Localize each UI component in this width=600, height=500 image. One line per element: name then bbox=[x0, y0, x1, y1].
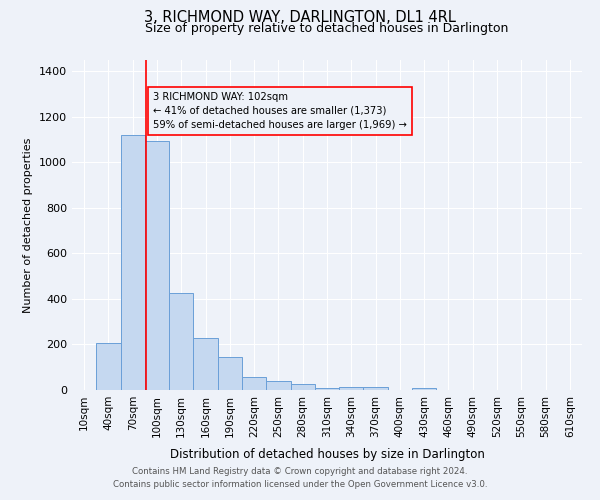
X-axis label: Distribution of detached houses by size in Darlington: Distribution of detached houses by size … bbox=[170, 448, 484, 461]
Bar bbox=[315, 388, 339, 390]
Bar bbox=[266, 382, 290, 390]
Bar bbox=[96, 343, 121, 390]
Text: Contains HM Land Registry data © Crown copyright and database right 2024.
Contai: Contains HM Land Registry data © Crown c… bbox=[113, 467, 487, 489]
Bar bbox=[339, 387, 364, 390]
Bar bbox=[218, 357, 242, 390]
Text: 3 RICHMOND WAY: 102sqm
← 41% of detached houses are smaller (1,373)
59% of semi-: 3 RICHMOND WAY: 102sqm ← 41% of detached… bbox=[153, 92, 407, 130]
Bar bbox=[121, 135, 145, 390]
Bar bbox=[193, 338, 218, 390]
Bar bbox=[412, 388, 436, 390]
Title: Size of property relative to detached houses in Darlington: Size of property relative to detached ho… bbox=[145, 22, 509, 35]
Bar bbox=[290, 384, 315, 390]
Bar bbox=[242, 377, 266, 390]
Bar bbox=[145, 141, 169, 390]
Y-axis label: Number of detached properties: Number of detached properties bbox=[23, 138, 34, 312]
Text: 3, RICHMOND WAY, DARLINGTON, DL1 4RL: 3, RICHMOND WAY, DARLINGTON, DL1 4RL bbox=[144, 10, 456, 25]
Bar bbox=[364, 386, 388, 390]
Bar bbox=[169, 294, 193, 390]
